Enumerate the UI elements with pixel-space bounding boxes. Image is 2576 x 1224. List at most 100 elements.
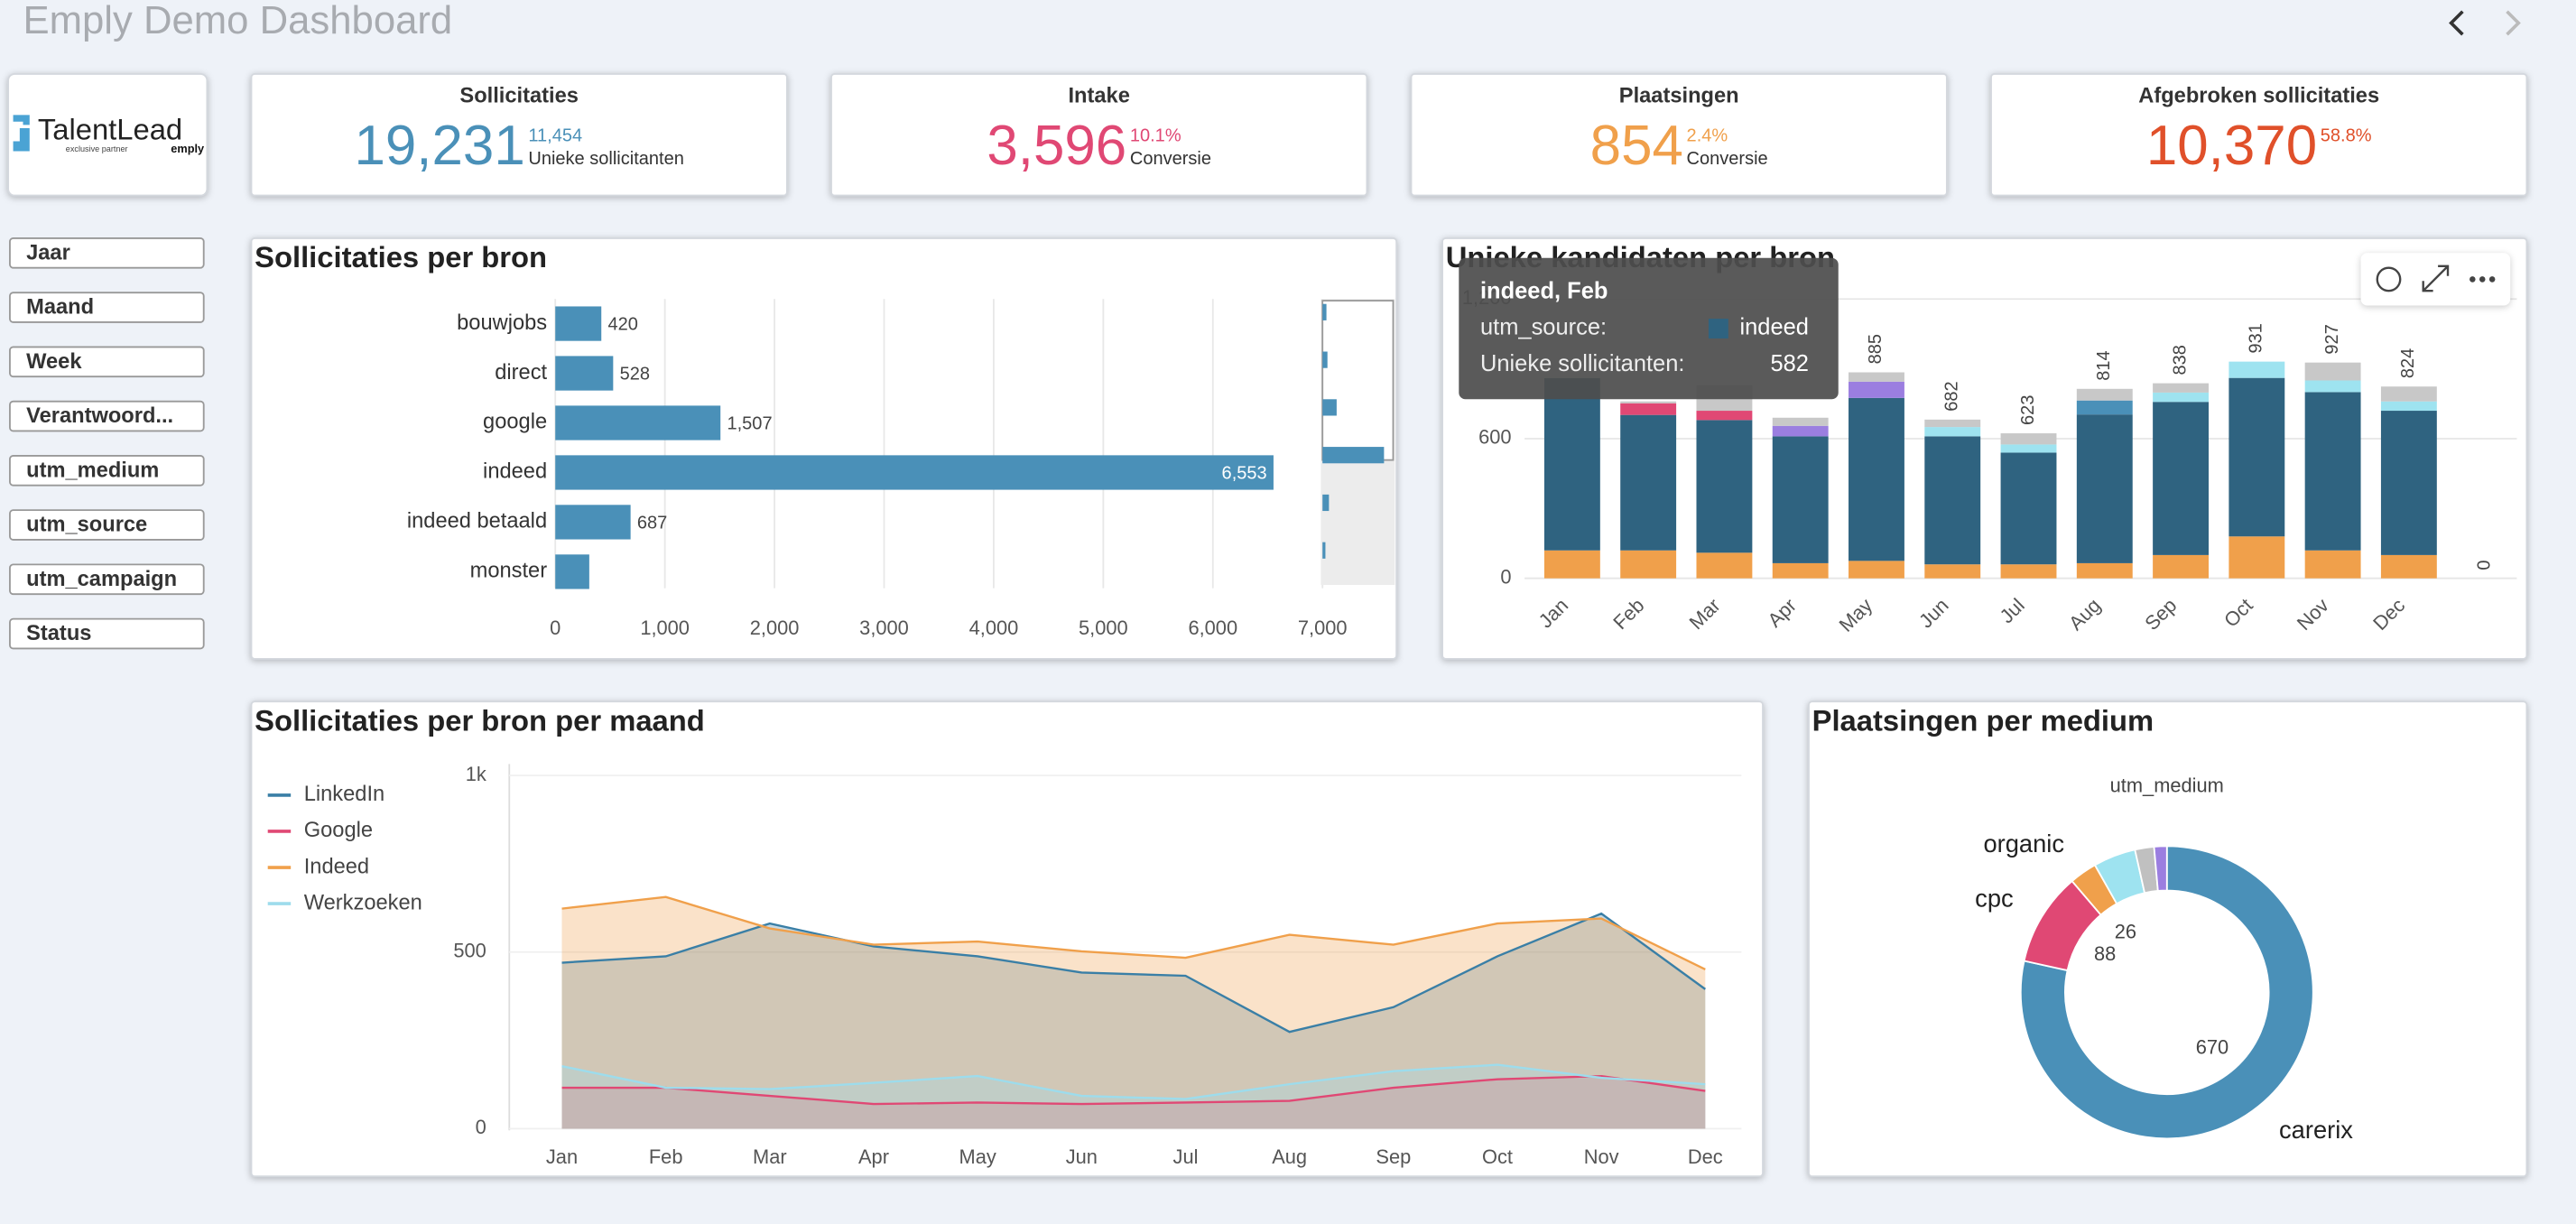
filter-label: Maand — [26, 296, 94, 320]
x-tick-label: Feb — [649, 1145, 683, 1168]
slice-value: 26 — [2115, 921, 2136, 943]
x-tick-label: Jan — [546, 1145, 578, 1168]
bar-segment — [2304, 550, 2361, 579]
kpi-card — [1990, 72, 2528, 197]
filter-button[interactable] — [9, 400, 205, 432]
bar — [555, 356, 614, 391]
filter-button[interactable] — [9, 509, 205, 541]
value-label: 528 — [620, 365, 650, 385]
minimap-bar — [1322, 351, 1328, 368]
bar-segment — [2304, 362, 2361, 381]
bar-segment — [1772, 436, 1829, 563]
y-tick-label: indeed betaald — [407, 510, 547, 533]
filter-label: Week — [26, 350, 82, 374]
area-fill — [561, 913, 1706, 1129]
tooltip — [1459, 257, 1839, 400]
bar-segment — [1772, 417, 1829, 426]
bar-segment — [1849, 372, 1904, 382]
kpi-card — [250, 72, 788, 197]
dashboard-title: Emply Demo Dashboard — [23, 0, 452, 42]
x-tick-label: 5,000 — [1079, 617, 1128, 639]
x-tick-label: May — [959, 1145, 996, 1168]
legend-label: LinkedIn — [304, 783, 385, 806]
bar-segment — [2304, 380, 2361, 393]
more-icon[interactable] — [2488, 276, 2496, 283]
bar-segment — [1696, 552, 1753, 579]
kpi-detail: 10.1% — [1130, 125, 1181, 145]
tooltip-title: indeed, Feb — [1480, 279, 1608, 304]
filter-button[interactable] — [9, 292, 205, 323]
x-tick-label: Jul — [1173, 1145, 1199, 1168]
bar — [555, 554, 589, 589]
filter-label: utm_medium — [26, 459, 159, 482]
panel-maand — [250, 700, 1764, 1178]
x-tick-label: 4,000 — [969, 617, 1019, 639]
filter-button[interactable] — [9, 617, 205, 650]
bar-segment — [2000, 452, 2057, 565]
nav-forward[interactable] — [2506, 10, 2521, 36]
more-icon[interactable] — [2479, 276, 2486, 283]
y-tick-label: 0 — [1500, 565, 1511, 588]
info-icon[interactable] — [2376, 266, 2402, 292]
slice-label: cpc — [1975, 884, 2013, 912]
x-tick-label: Mar — [753, 1145, 787, 1168]
nav-back[interactable] — [2449, 10, 2464, 36]
total-label: 824 — [2398, 348, 2418, 378]
bar-segment — [1772, 562, 1829, 579]
bar-segment — [2153, 402, 2210, 555]
filter-label: Status — [26, 622, 91, 645]
bar-segment — [1696, 420, 1753, 553]
total-label: 682 — [1942, 381, 1962, 411]
chart-title: Sollicitaties per bron per maand — [255, 704, 705, 737]
tooltip-swatch — [1708, 319, 1728, 338]
bar-segment — [1924, 419, 1981, 428]
tooltip-value: indeed — [1739, 315, 1808, 340]
x-tick-label: Dec — [1688, 1145, 1723, 1168]
x-tick-label: Aug — [1272, 1145, 1307, 1168]
slice-label: carerix — [2279, 1116, 2353, 1144]
filter-button[interactable] — [9, 454, 205, 487]
filter-button[interactable] — [9, 563, 205, 596]
expand-icon[interactable] — [2422, 264, 2450, 292]
bar — [555, 306, 602, 341]
bar-segment — [1924, 564, 1981, 579]
bar-segment — [2000, 444, 2057, 453]
bar-segment — [2000, 564, 2057, 579]
bar-segment — [2076, 414, 2133, 563]
bar-segment — [2229, 361, 2285, 378]
filter-button[interactable] — [9, 237, 205, 269]
total-label: 838 — [2170, 345, 2190, 375]
filter-button[interactable] — [9, 346, 205, 378]
filter-label: Verantwoord... — [26, 404, 173, 428]
bar-segment — [2380, 554, 2437, 579]
kpi-caption: Conversie — [1687, 149, 1768, 169]
y-tick-label: bouwjobs — [457, 311, 547, 335]
y-tick-label: google — [483, 411, 547, 434]
minimap-window[interactable] — [1321, 300, 1395, 461]
area-line — [561, 1074, 1706, 1106]
area-fill — [561, 1076, 1706, 1129]
filter-label: utm_source — [26, 514, 147, 537]
bar-segment — [2380, 401, 2437, 412]
minimap-bar — [1322, 447, 1385, 464]
bar-segment — [1543, 550, 1600, 579]
kpi-title: Sollicitaties — [459, 85, 578, 108]
panel-medium — [1808, 700, 2528, 1178]
total-label: 885 — [1866, 334, 1886, 364]
value-label: 6,553 — [1222, 464, 1267, 484]
bar-segment — [1924, 436, 1981, 565]
x-tick-label: Apr — [858, 1145, 889, 1168]
x-tick-label: 3,000 — [859, 617, 909, 639]
bar-segment — [1849, 561, 1904, 579]
y-tick-label: 1k — [466, 763, 486, 785]
area-line — [561, 1063, 1706, 1100]
more-icon[interactable] — [2469, 276, 2476, 283]
kpi-title: Afgebroken sollicitaties — [2138, 85, 2379, 108]
area-fill — [561, 1064, 1706, 1129]
logo-icon — [13, 115, 30, 152]
content: Sollicitaties 19,231 11,454 Unieke sollicit… — [9, 72, 2528, 1168]
kpi-caption: Unieke sollicitanten — [528, 149, 683, 169]
bar-segment — [1849, 381, 1904, 398]
